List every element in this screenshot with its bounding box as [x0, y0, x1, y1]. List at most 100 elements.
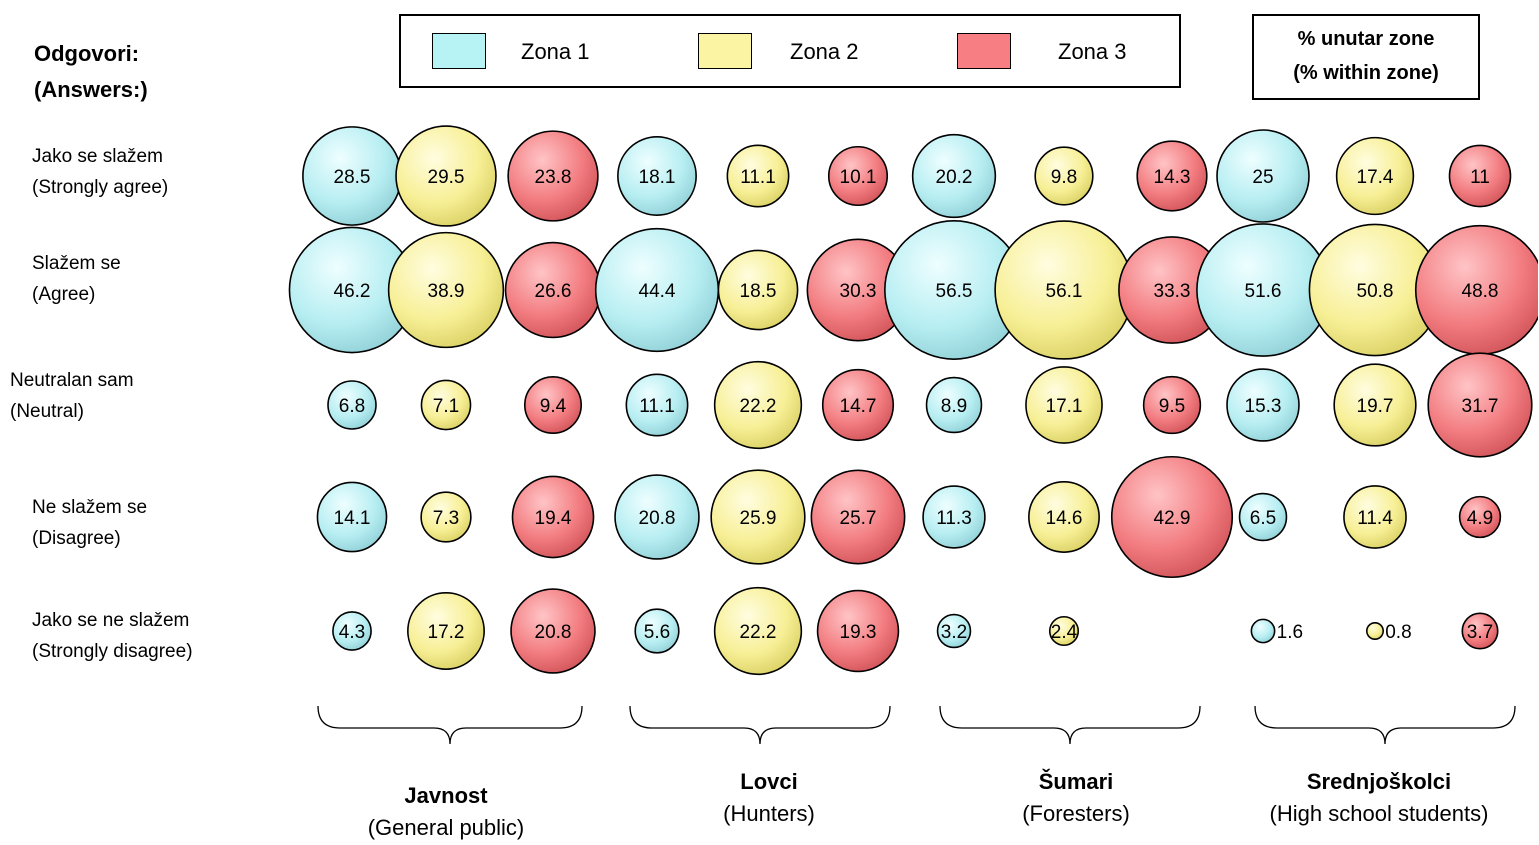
bubble-lovci-zona-2-row-3 — [713, 360, 803, 450]
group-name: Šumari — [1038, 769, 1114, 794]
bubble-value-label: 22.2 — [740, 622, 777, 643]
row-label-line: Slažem se — [32, 253, 121, 274]
bubble-lovci-zona-1-row-3 — [625, 373, 689, 437]
bubble-sumari-zona-3-row-3 — [1142, 375, 1202, 435]
row-label-line: Jako se slažem — [32, 146, 163, 167]
bubble-srednjoskolci-zona-1-row-4 — [1238, 492, 1288, 542]
bubble-value-label: 11.1 — [740, 167, 776, 188]
bubble-value-label: 33.3 — [1154, 281, 1191, 302]
bubble-srednjoskolci-zona-1-row-5 — [1250, 618, 1276, 644]
bubble-value-label: 51.6 — [1245, 281, 1282, 302]
bubble-lovci-zona-2-row-5 — [713, 586, 803, 676]
bubble-value-label: 14.7 — [840, 396, 877, 417]
row-label-strongly-disagree: Jako se ne slažem (Strongly disagree) — [32, 605, 193, 667]
row-label-agree: Slažem se (Agree) — [32, 248, 121, 310]
bubble-value-label: 17.4 — [1357, 167, 1394, 188]
group-subtitle: (Foresters) — [1022, 801, 1130, 826]
bubble-value-label: 18.5 — [740, 281, 777, 302]
bubble-value-label: 20.8 — [639, 508, 676, 529]
bubble-value-label: 19.4 — [535, 508, 572, 529]
bubble-srednjoskolci-zona-3-row-5 — [1461, 612, 1499, 650]
bubbles-layer: 28.5 46.2 6.8 14.1 4.3 29.5 38.9 7.1 7.3 17.2 23.8… — [288, 125, 1538, 676]
group-label-javnost: Javnost (General public) — [286, 780, 606, 844]
bubble-value-label: 56.5 — [936, 281, 973, 302]
bubble-sumari-zona-1-row-5 — [936, 613, 972, 649]
bubble-value-label: 30.3 — [840, 281, 877, 302]
group-label-sumari: Šumari (Foresters) — [916, 766, 1236, 830]
group-subtitle: (High school students) — [1269, 801, 1489, 826]
bubble-lovci-zona-3-row-5 — [816, 589, 900, 673]
bubble-srednjoskolci-zona-3-row-1 — [1448, 144, 1512, 208]
bubble-sumari-zona-2-row-4 — [1028, 481, 1100, 553]
bubble-value-label: 22.2 — [740, 396, 777, 417]
bubble-value-label: 29.5 — [428, 167, 465, 188]
bubble-value-label: 25 — [1252, 167, 1273, 188]
bubble-value-label: 6.8 — [339, 396, 365, 417]
bubble-value-label: 4.9 — [1467, 508, 1493, 529]
bubble-lovci-zona-3-row-4 — [810, 469, 906, 565]
legend-swatch-zona-3 — [957, 33, 1011, 69]
group-label-srednjoskolci: Srednjoškolci (High school students) — [1219, 766, 1539, 830]
group-subtitle: (General public) — [367, 815, 525, 840]
legend-label-zona-1: Zona 1 — [521, 39, 590, 64]
legend-label-zona-3: Zona 3 — [1058, 39, 1127, 64]
bubble-value-label: 38.9 — [428, 281, 465, 302]
row-label-line: (Strongly disagree) — [32, 641, 193, 662]
bubble-value-label: 3.2 — [941, 622, 967, 643]
bubble-value-label: 7.3 — [433, 508, 459, 529]
bubble-srednjoskolci-zona-3-row-4 — [1458, 495, 1502, 539]
bubble-value-label: 3.7 — [1467, 622, 1493, 643]
bubble-value-label: 5.6 — [644, 622, 670, 643]
bubble-javnost-zona-1-row-3 — [327, 380, 377, 430]
bubble-value-label: 31.7 — [1462, 396, 1499, 417]
bubble-lovci-zona-3-row-3 — [821, 368, 895, 442]
legend-swatch-zona-2 — [698, 33, 752, 69]
bubble-value-label: 2.4 — [1051, 622, 1078, 643]
bubble-value-label: 19.3 — [840, 622, 877, 643]
bubble-lovci-zona-2-row-4 — [710, 469, 806, 565]
bubble-sumari-zona-1-row-4 — [922, 485, 986, 549]
bubble-srednjoskolci-zona-2-row-5 — [1365, 621, 1385, 641]
unit-label-box: % unutar zone (% within zone) — [1252, 14, 1480, 100]
legend: Zona 1 Zona 2 Zona 3 — [399, 14, 1181, 88]
bubble-value-label: 20.8 — [535, 622, 572, 643]
row-label-neutral: Neutralan sam (Neutral) — [10, 365, 134, 427]
bubble-lovci-zona-2-row-2 — [717, 249, 799, 331]
bubble-javnost-zona-2-row-2 — [387, 231, 505, 349]
bubble-value-label: 7.1 — [433, 396, 459, 417]
bubble-value-label: 11.4 — [1357, 508, 1393, 529]
bubble-value-label: 15.3 — [1245, 396, 1282, 417]
row-label-line: Neutralan sam — [10, 370, 134, 391]
bubble-value-label: 11 — [1470, 167, 1490, 188]
answers-title-line1: Odgovori: — [34, 41, 140, 66]
row-label-line: Ne slažem se — [32, 497, 148, 518]
row-label-line: (Disagree) — [32, 528, 121, 549]
bubble-javnost-zona-3-row-1 — [507, 130, 599, 222]
bubble-srednjoskolci-zona-2-row-1 — [1335, 136, 1415, 216]
group-name: Lovci — [740, 769, 798, 794]
bubble-value-label: 17.1 — [1046, 396, 1083, 417]
row-label-line: (Strongly agree) — [32, 177, 169, 198]
bubble-srednjoskolci-zona-2-row-3 — [1333, 363, 1417, 447]
row-label-line: Jako se ne slažem — [32, 610, 190, 631]
bubble-srednjoskolci-zona-3-row-3 — [1427, 352, 1533, 458]
answers-title: Odgovori: (Answers:) — [34, 36, 148, 108]
bubble-lovci-zona-1-row-4 — [614, 474, 700, 560]
bubble-javnost-zona-3-row-4 — [511, 475, 595, 559]
bubble-javnost-zona-2-row-4 — [420, 491, 472, 543]
bubble-value-label: 20.2 — [936, 167, 973, 188]
bubble-value-label: 14.1 — [334, 508, 371, 529]
group-name: Srednjoškolci — [1306, 769, 1452, 794]
bubble-sumari-zona-2-row-3 — [1025, 366, 1103, 444]
bubble-javnost-zona-2-row-3 — [420, 379, 472, 431]
unit-label-line1: % unutar zone — [1297, 28, 1435, 50]
group-brace-javnost — [317, 705, 583, 745]
group-brace-srednjoskolci — [1254, 705, 1516, 745]
row-label-disagree: Ne slažem se (Disagree) — [32, 492, 147, 554]
bubble-value-label: 19.7 — [1357, 396, 1394, 417]
legend-swatch-zona-1 — [432, 33, 486, 69]
bubble-value-label: 8.9 — [941, 396, 967, 417]
bubble-sumari-zona-2-row-1 — [1034, 146, 1094, 206]
legend-label-zona-2: Zona 2 — [790, 39, 859, 64]
